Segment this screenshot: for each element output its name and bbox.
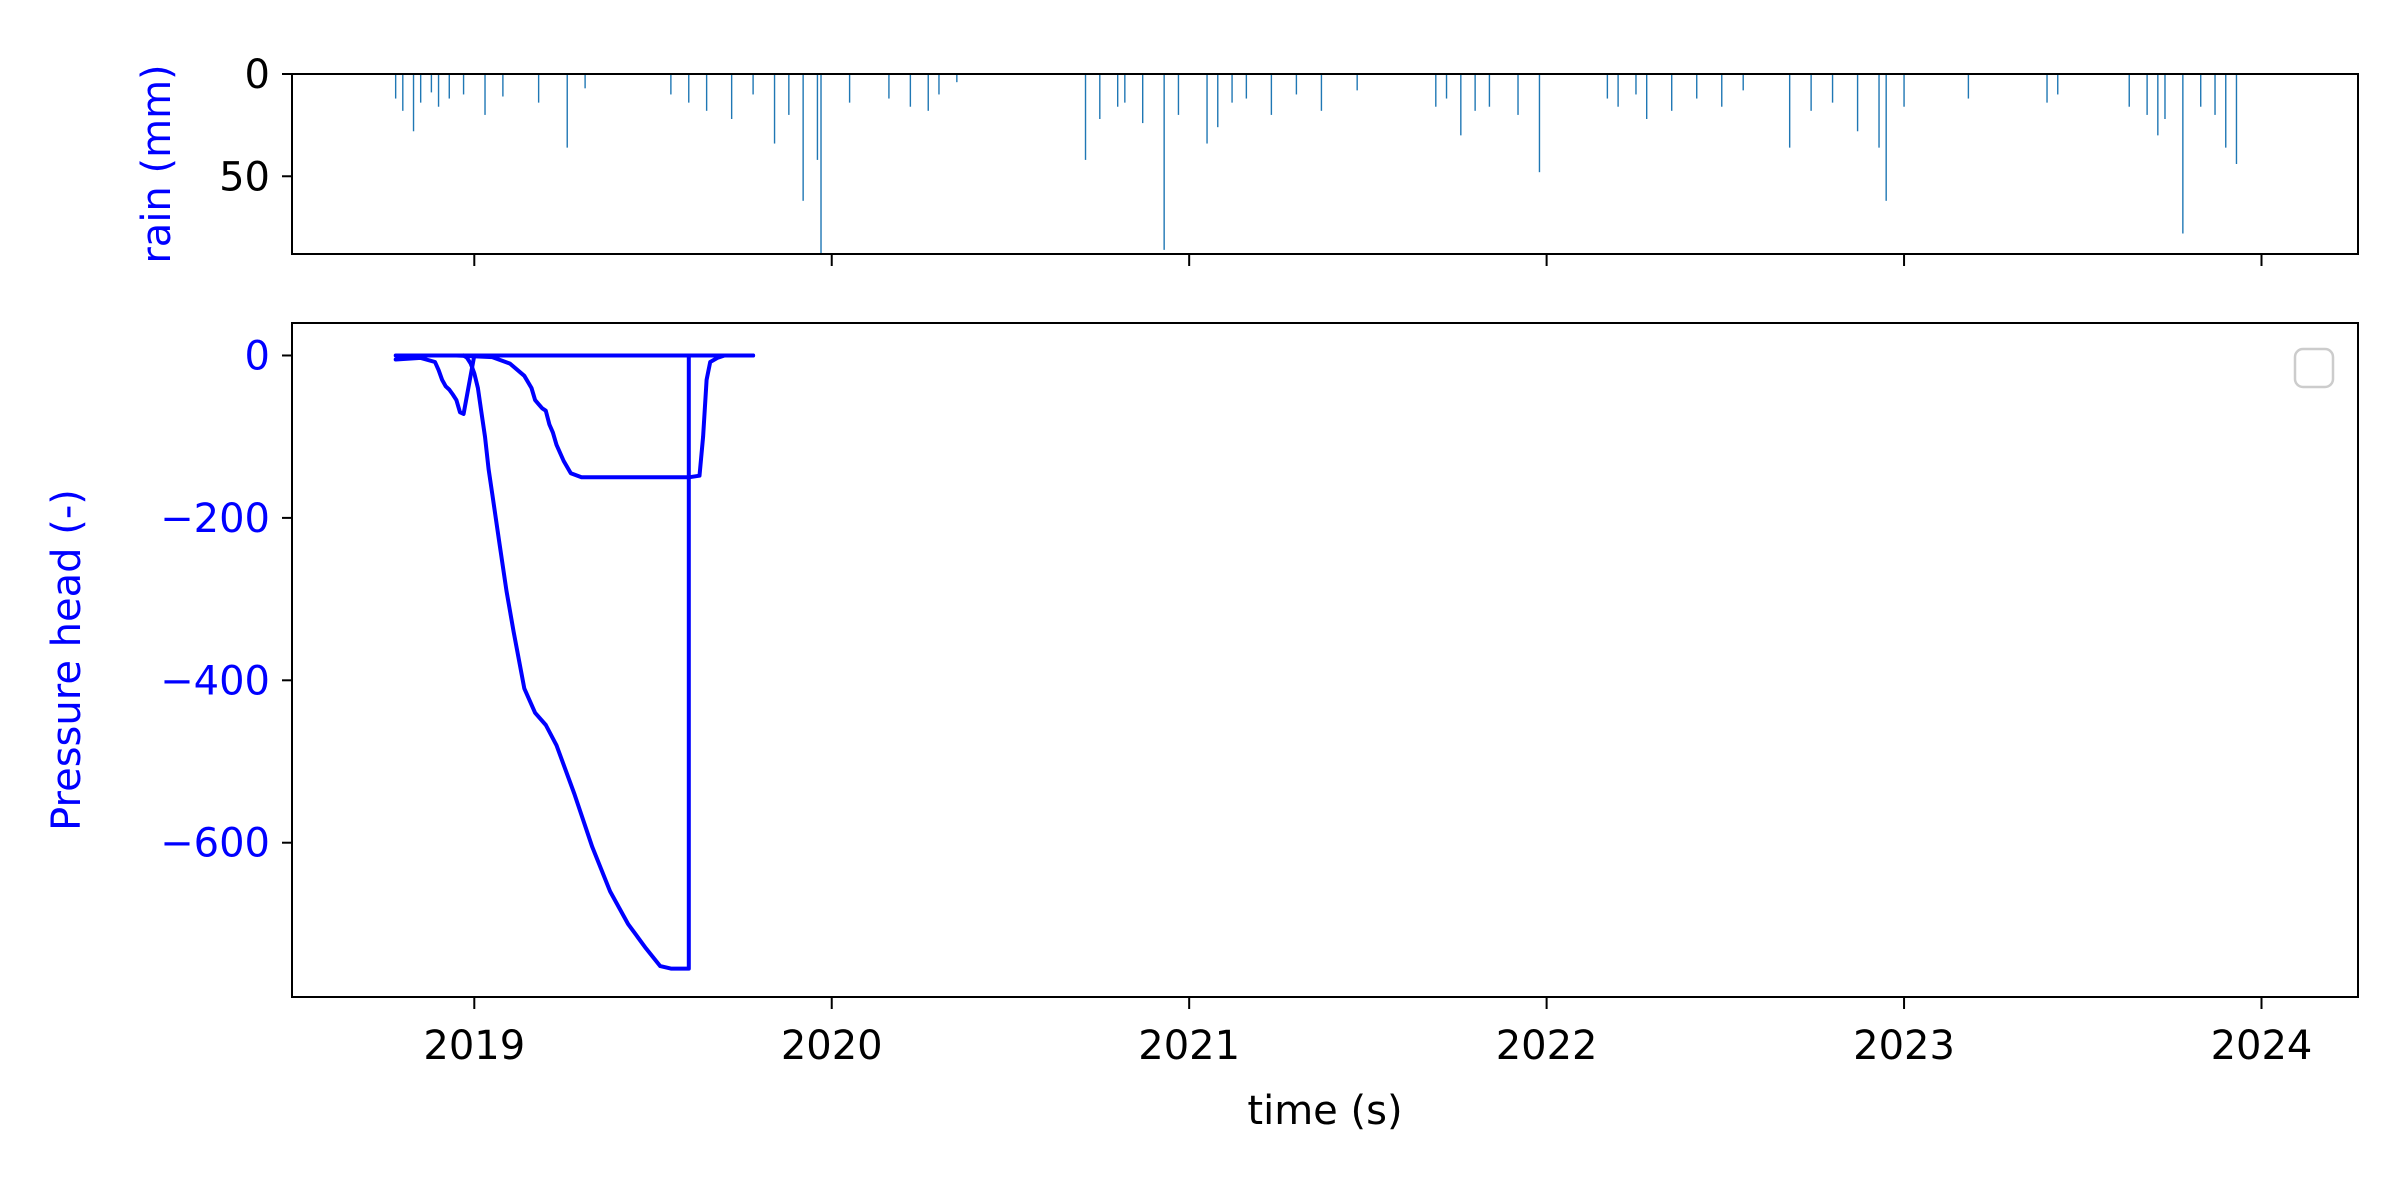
pressure-ytick-label: −200	[160, 496, 270, 542]
rain-ylabel: rain (mm)	[134, 64, 180, 263]
pressure-line-series-3	[454, 353, 756, 480]
pressure-ytick-label: −600	[160, 821, 270, 867]
rain-ytick-label: 50	[219, 154, 270, 200]
pressure-line-series-2	[461, 353, 727, 971]
pressure-yticks: 0 −200 −400 −600	[160, 333, 292, 867]
pressure-lines	[393, 353, 756, 971]
pressure-xlabel: time (s)	[1247, 1088, 1402, 1134]
pressure-ytick-label: −400	[160, 658, 270, 704]
pressure-ytick-label: 0	[245, 333, 270, 379]
rain-xticks	[473, 254, 2263, 266]
pressure-xtick-label: 2020	[781, 1023, 883, 1069]
rain-bars	[394, 74, 2238, 254]
pressure-panel: 0 −200 −400 −600 2019 2020 2021 2022 2023 2024 P…	[44, 322, 2359, 1134]
legend-box	[2293, 347, 2335, 389]
pressure-ylabel: Pressure head (-)	[44, 489, 90, 831]
pressure-xticks: 2019 2020 2021 2022 2023 2024	[423, 997, 2312, 1069]
pressure-xtick-label: 2023	[1853, 1023, 1955, 1069]
pressure-xtick-label: 2024	[2211, 1023, 2313, 1069]
pressure-xtick-label: 2021	[1138, 1023, 1240, 1069]
rain-panel: 0 50 rain (mm)	[134, 52, 2359, 266]
rain-ytick-label: 0	[245, 52, 270, 98]
pressure-xtick-label: 2019	[423, 1023, 525, 1069]
pressure-xtick-label: 2022	[1496, 1023, 1598, 1069]
rain-axes-frame	[291, 73, 2359, 255]
pressure-axes-frame	[291, 322, 2359, 998]
rain-yticks: 0 50	[219, 52, 292, 200]
